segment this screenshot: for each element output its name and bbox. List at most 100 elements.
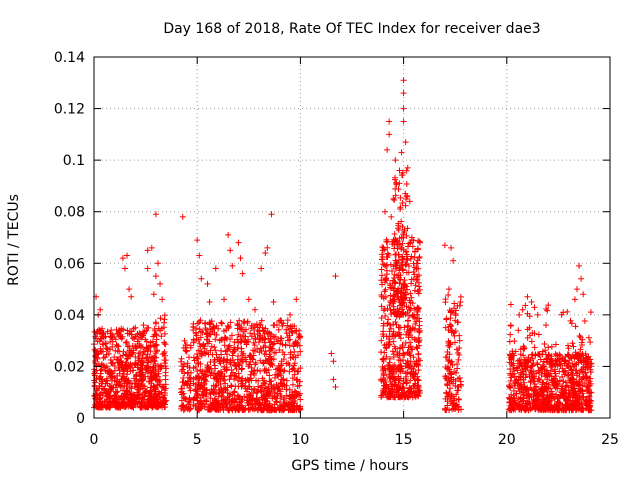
- data-point: [519, 366, 526, 373]
- data-point: [291, 323, 298, 330]
- data-point: [405, 344, 412, 351]
- data-point: [524, 364, 531, 371]
- data-point: [523, 395, 530, 402]
- data-point: [228, 382, 235, 389]
- data-point: [403, 181, 410, 188]
- data-point: [295, 390, 302, 397]
- data-point: [280, 396, 287, 403]
- data-point: [404, 369, 411, 376]
- data-point: [126, 380, 133, 387]
- data-point: [404, 323, 411, 330]
- data-point: [403, 232, 410, 239]
- data-point: [104, 396, 111, 403]
- data-point: [572, 323, 579, 330]
- data-point: [262, 384, 269, 391]
- data-point: [586, 407, 593, 414]
- data-point: [109, 360, 116, 367]
- data-point: [564, 404, 571, 411]
- data-point: [130, 404, 137, 411]
- data-point: [412, 390, 419, 397]
- data-point: [447, 322, 454, 329]
- data-point: [190, 365, 197, 372]
- data-point: [91, 382, 98, 389]
- data-point: [386, 373, 393, 380]
- data-point: [126, 400, 133, 407]
- data-point: [191, 357, 198, 364]
- data-point: [383, 271, 390, 278]
- data-point: [245, 296, 252, 303]
- data-point: [265, 403, 272, 410]
- data-point: [235, 239, 242, 246]
- data-point: [119, 376, 126, 383]
- data-point: [137, 404, 144, 411]
- data-point: [280, 368, 287, 375]
- data-point: [102, 380, 109, 387]
- data-point: [229, 262, 236, 269]
- data-point: [534, 361, 541, 368]
- data-point: [234, 360, 241, 367]
- data-point: [147, 367, 154, 374]
- y-tick-label: 0.1: [63, 153, 85, 169]
- data-point: [397, 293, 404, 300]
- data-point: [224, 347, 231, 354]
- data-point: [197, 317, 204, 324]
- data-point: [126, 347, 133, 354]
- data-point: [533, 383, 540, 390]
- data-point: [450, 405, 457, 412]
- data-point: [256, 327, 263, 334]
- data-point: [515, 363, 522, 370]
- data-point: [250, 347, 257, 354]
- data-point: [393, 181, 400, 188]
- data-point: [396, 377, 403, 384]
- data-point: [161, 319, 168, 326]
- data-point: [178, 358, 185, 365]
- data-point: [517, 346, 524, 353]
- data-point: [569, 352, 576, 359]
- data-point: [378, 303, 385, 310]
- data-point: [201, 345, 208, 352]
- data-point: [144, 363, 151, 370]
- data-point: [101, 385, 108, 392]
- data-point: [231, 359, 238, 366]
- data-point: [97, 327, 104, 334]
- data-point: [98, 331, 105, 338]
- data-point: [150, 291, 157, 298]
- data-point: [447, 315, 454, 322]
- data-point: [235, 370, 242, 377]
- data-point: [397, 204, 404, 211]
- data-point: [458, 382, 465, 389]
- data-point: [446, 286, 453, 293]
- data-point: [179, 213, 186, 220]
- data-point: [533, 392, 540, 399]
- data-point: [289, 402, 296, 409]
- data-point: [380, 307, 387, 314]
- data-point: [508, 391, 515, 398]
- data-point: [138, 382, 145, 389]
- data-point: [288, 325, 295, 332]
- data-point: [139, 371, 146, 378]
- data-point: [564, 308, 571, 315]
- data-point: [578, 275, 585, 282]
- data-point: [96, 394, 103, 401]
- data-point: [181, 337, 188, 344]
- data-point: [525, 354, 532, 361]
- data-point: [270, 322, 277, 329]
- data-point: [146, 353, 153, 360]
- data-point: [522, 360, 529, 367]
- data-point: [262, 249, 269, 256]
- data-point: [182, 344, 189, 351]
- data-point: [227, 373, 234, 380]
- data-point: [380, 320, 387, 327]
- data-point: [399, 266, 406, 273]
- data-point: [562, 387, 569, 394]
- data-point: [583, 405, 590, 412]
- data-point: [541, 341, 548, 348]
- data-point: [212, 336, 219, 343]
- data-point: [196, 340, 203, 347]
- data-point: [587, 389, 594, 396]
- data-point: [444, 382, 451, 389]
- data-point: [190, 395, 197, 402]
- data-point: [128, 293, 135, 300]
- data-point: [197, 405, 204, 412]
- data-point: [132, 324, 139, 331]
